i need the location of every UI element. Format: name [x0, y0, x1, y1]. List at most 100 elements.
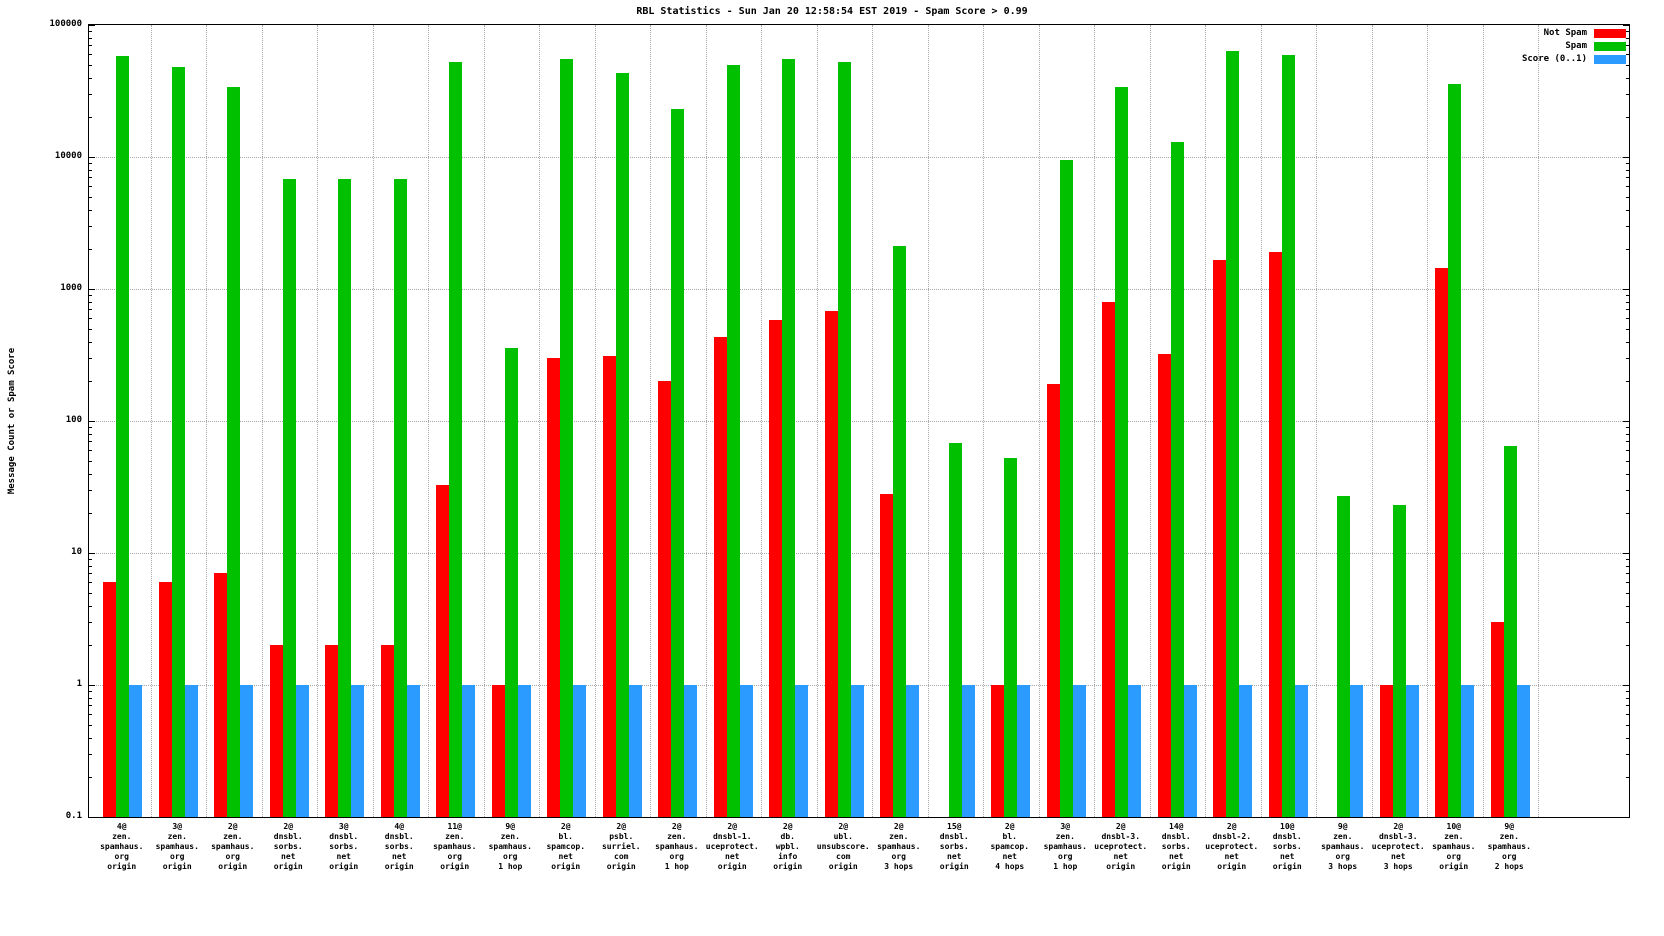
y-tick	[89, 553, 95, 554]
y-minor-tick	[89, 427, 92, 429]
bar-not-spam	[325, 645, 339, 817]
y-tick	[1623, 421, 1629, 422]
x-tick-label: 3@ zen. spamhaus. org origin	[155, 822, 199, 871]
bar-score-0-1-	[184, 685, 198, 817]
y-minor-tick	[89, 169, 92, 171]
x-gridline	[1094, 25, 1095, 817]
x-gridline	[1538, 25, 1539, 817]
x-gridline	[1149, 25, 1151, 817]
x-tick-label: 2@ dnsbl. sorbs. net origin	[273, 822, 303, 871]
y-minor-tick	[1626, 45, 1629, 47]
y-minor-tick	[1626, 605, 1629, 607]
y-minor-tick	[1626, 328, 1629, 330]
chart-title: RBL Statistics - Sun Jan 20 12:58:54 EST…	[636, 6, 1028, 17]
y-minor-tick	[1626, 117, 1629, 119]
bar-not-spam	[436, 484, 450, 817]
legend: Not Spam Spam Score (0..1)	[1522, 28, 1626, 67]
x-tick-label: 2@ ubl. unsubscore. com origin	[816, 822, 870, 871]
y-gridline	[89, 289, 1629, 290]
y-minor-tick	[89, 622, 92, 624]
bar-spam	[1503, 445, 1517, 817]
x-gridline	[1038, 25, 1040, 817]
y-minor-tick	[1626, 441, 1629, 443]
x-gridline	[150, 25, 152, 817]
x-gridline	[206, 25, 207, 817]
y-minor-tick	[89, 196, 92, 198]
bar-not-spam	[1213, 260, 1227, 817]
y-minor-tick	[1626, 381, 1629, 383]
y-tick-label: 10	[71, 547, 82, 557]
y-minor-tick	[89, 358, 92, 360]
y-minor-tick	[1626, 777, 1629, 779]
y-minor-tick	[1626, 301, 1629, 303]
y-minor-tick	[1626, 196, 1629, 198]
y-minor-tick	[89, 186, 92, 188]
y-gridline	[89, 421, 1629, 422]
bar-score-0-1-	[850, 685, 864, 817]
legend-item-score: Score (0..1)	[1522, 54, 1626, 64]
x-gridline	[1482, 25, 1484, 817]
bar-score-0-1-	[628, 685, 642, 817]
y-minor-tick	[89, 309, 92, 311]
x-tick-label: 2@ zen. spamhaus. org 3 hops	[877, 822, 921, 871]
bar-spam	[1392, 505, 1406, 817]
legend-swatch-score	[1594, 54, 1626, 64]
y-minor-tick	[1626, 309, 1629, 311]
bar-score-0-1-	[129, 685, 143, 817]
x-tick-label: 11@ zen. spamhaus. org origin	[433, 822, 477, 871]
y-gridline	[89, 157, 1629, 158]
y-minor-tick	[89, 450, 92, 452]
x-gridline	[650, 25, 651, 817]
bar-not-spam	[991, 685, 1005, 817]
y-minor-tick	[1626, 460, 1629, 462]
y-minor-tick	[89, 605, 92, 607]
legend-item-spam: Spam	[1522, 41, 1626, 51]
y-minor-tick	[89, 737, 92, 739]
y-minor-tick	[1626, 559, 1629, 561]
x-tick-label: 2@ dnsbl-1. uceprotect. net origin	[705, 822, 759, 871]
y-minor-tick	[1626, 295, 1629, 297]
bar-spam	[282, 179, 296, 817]
legend-swatch-spam	[1594, 41, 1626, 51]
y-minor-tick	[1626, 573, 1629, 575]
x-gridline	[372, 25, 374, 817]
y-minor-tick	[1626, 592, 1629, 594]
y-minor-tick	[89, 691, 92, 693]
y-minor-tick	[1626, 209, 1629, 211]
y-gridline	[89, 553, 1629, 554]
x-tick-label: 15@ dnsbl. sorbs. net origin	[939, 822, 969, 871]
x-tick-label: 9@ zen. spamhaus. org 2 hops	[1487, 822, 1531, 871]
bar-score-0-1-	[1294, 685, 1308, 817]
y-minor-tick	[89, 460, 92, 462]
y-minor-tick	[89, 697, 92, 699]
legend-label-not-spam: Not Spam	[1543, 28, 1587, 38]
y-minor-tick	[1626, 177, 1629, 179]
bar-spam	[726, 64, 740, 817]
y-minor-tick	[1626, 318, 1629, 320]
y-minor-tick	[89, 441, 92, 443]
y-minor-tick	[89, 645, 92, 647]
y-minor-tick	[89, 77, 92, 79]
y-minor-tick	[1626, 64, 1629, 66]
y-minor-tick	[89, 714, 92, 716]
x-tick-label: 3@ dnsbl. sorbs. net origin	[329, 822, 359, 871]
legend-label-score: Score (0..1)	[1521, 54, 1587, 64]
bar-spam	[338, 179, 352, 817]
bar-spam	[393, 179, 407, 817]
x-tick-label: 3@ zen. spamhaus. org 1 hop	[1043, 822, 1087, 871]
bar-not-spam	[880, 493, 894, 817]
x-tick-label: 4@ zen. spamhaus. org origin	[100, 822, 144, 871]
bar-spam	[560, 59, 574, 817]
x-tick-label: 10@ zen. spamhaus. org origin	[1432, 822, 1476, 871]
x-gridline	[1205, 25, 1206, 817]
y-tick	[89, 25, 95, 26]
x-gridline	[927, 25, 929, 817]
x-gridline	[1371, 25, 1373, 817]
y-minor-tick	[89, 573, 92, 575]
bar-spam	[1448, 83, 1462, 817]
bar-not-spam	[269, 645, 283, 817]
x-gridline	[1260, 25, 1262, 817]
y-minor-tick	[1626, 705, 1629, 707]
y-minor-tick	[89, 592, 92, 594]
x-tick-label: 4@ dnsbl. sorbs. net origin	[384, 822, 414, 871]
